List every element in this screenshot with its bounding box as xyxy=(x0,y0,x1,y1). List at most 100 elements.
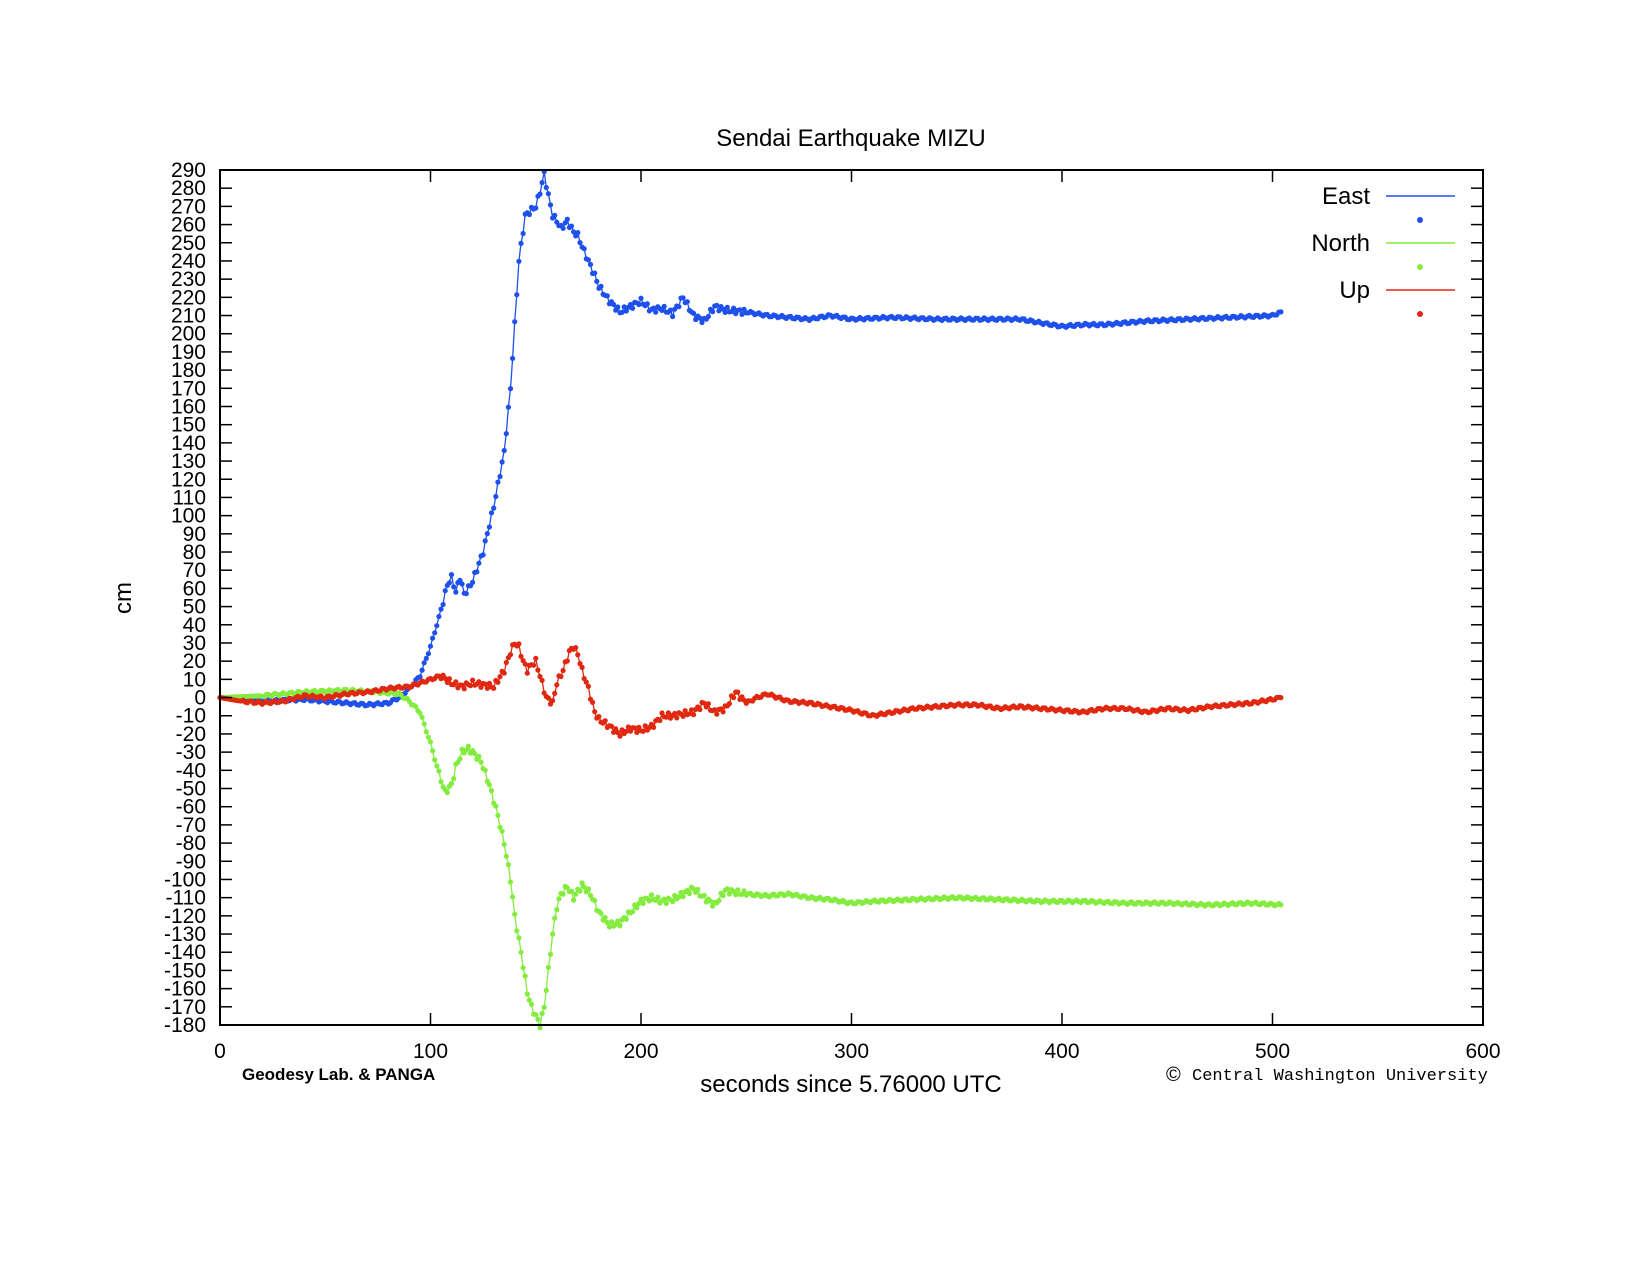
data-point xyxy=(663,714,669,720)
data-point xyxy=(430,748,436,754)
data-point xyxy=(514,928,520,934)
data-point xyxy=(1278,309,1284,315)
data-point xyxy=(438,779,444,785)
data-point xyxy=(518,949,524,955)
data-point xyxy=(419,667,425,673)
data-point xyxy=(623,728,629,734)
x-axis-ticks: 0 100 200 300 400 500 600 xyxy=(214,170,1501,1063)
y-axis-label: cm xyxy=(110,582,137,614)
data-point xyxy=(720,709,726,715)
data-point xyxy=(486,782,492,788)
data-point xyxy=(688,707,695,713)
x-tick-label: 400 xyxy=(1044,1040,1079,1063)
data-point xyxy=(722,309,728,315)
y-tick-label: -140 xyxy=(164,941,206,964)
series-line-east xyxy=(219,171,1281,707)
data-point xyxy=(558,673,564,680)
data-point xyxy=(608,919,615,925)
data-point xyxy=(453,679,459,685)
data-point xyxy=(691,712,697,718)
data-point xyxy=(547,951,554,958)
data-point xyxy=(573,891,579,897)
data-point xyxy=(434,763,440,769)
data-point xyxy=(604,920,610,926)
data-point xyxy=(518,240,524,246)
data-point xyxy=(484,531,490,537)
data-point xyxy=(640,728,646,734)
data-point xyxy=(642,723,648,729)
data-point xyxy=(545,191,552,197)
y-tick-label: 230 xyxy=(171,268,206,291)
data-point xyxy=(659,710,665,716)
y-tick-label: 60 xyxy=(183,577,206,600)
y-tick-label: 90 xyxy=(183,523,206,546)
data-point xyxy=(735,689,741,695)
data-point xyxy=(604,293,610,299)
y-tick-label: -120 xyxy=(164,905,206,928)
data-point xyxy=(577,888,583,894)
data-point xyxy=(526,211,533,218)
data-point xyxy=(491,685,497,691)
data-point xyxy=(644,301,650,307)
data-point xyxy=(552,915,558,921)
data-point xyxy=(537,191,543,197)
data-point xyxy=(634,905,640,911)
data-point xyxy=(676,304,682,310)
data-point xyxy=(533,655,539,661)
data-point xyxy=(488,788,495,794)
data-point xyxy=(539,677,545,684)
data-point xyxy=(488,510,495,516)
data-point xyxy=(522,973,528,979)
data-point xyxy=(432,630,438,636)
data-point xyxy=(459,581,465,587)
data-point xyxy=(598,283,604,289)
data-point xyxy=(680,713,686,719)
y-tick-label: -130 xyxy=(164,923,206,946)
y-tick-label: -10 xyxy=(176,705,206,728)
data-point xyxy=(417,710,423,716)
data-point xyxy=(630,305,636,311)
y-tick-label: 170 xyxy=(171,377,206,400)
data-point xyxy=(592,270,598,276)
legend: East North Up xyxy=(1311,183,1455,317)
data-point xyxy=(621,304,627,310)
data-point xyxy=(516,641,522,647)
data-point xyxy=(509,894,516,900)
y-tick-label: 200 xyxy=(171,323,206,346)
legend-marker-north xyxy=(1417,264,1423,270)
data-point xyxy=(531,662,537,668)
y-tick-label: 250 xyxy=(171,232,206,255)
data-point xyxy=(543,184,549,191)
data-point xyxy=(442,675,448,682)
data-point xyxy=(442,588,448,594)
data-point xyxy=(653,309,659,315)
data-point xyxy=(539,1010,545,1017)
data-point xyxy=(507,652,514,658)
x-tick-label: 0 xyxy=(214,1040,226,1063)
y-tick-label: 260 xyxy=(171,214,206,237)
plot-lines xyxy=(219,171,1282,1028)
data-point xyxy=(615,918,621,924)
data-point xyxy=(672,710,678,717)
data-point xyxy=(503,853,509,859)
y-tick-label: 100 xyxy=(171,505,206,528)
y-tick-label: 150 xyxy=(171,414,206,437)
data-point xyxy=(430,635,436,641)
data-point xyxy=(560,891,566,897)
x-axis-label: seconds since 5.76000 UTC xyxy=(700,1071,1002,1098)
data-point xyxy=(497,674,503,680)
data-point xyxy=(661,303,667,309)
data-point xyxy=(550,931,556,937)
data-point xyxy=(476,560,482,566)
data-point xyxy=(640,900,646,907)
data-point xyxy=(726,701,733,707)
y-tick-label: -80 xyxy=(176,832,206,855)
y-tick-label: 110 xyxy=(173,486,206,509)
data-point xyxy=(497,473,503,480)
data-point xyxy=(680,894,686,900)
y-tick-label: -70 xyxy=(176,814,206,837)
data-point xyxy=(634,729,640,736)
x-tick-label: 200 xyxy=(623,1040,658,1063)
data-point xyxy=(670,313,676,320)
data-point xyxy=(453,589,459,595)
